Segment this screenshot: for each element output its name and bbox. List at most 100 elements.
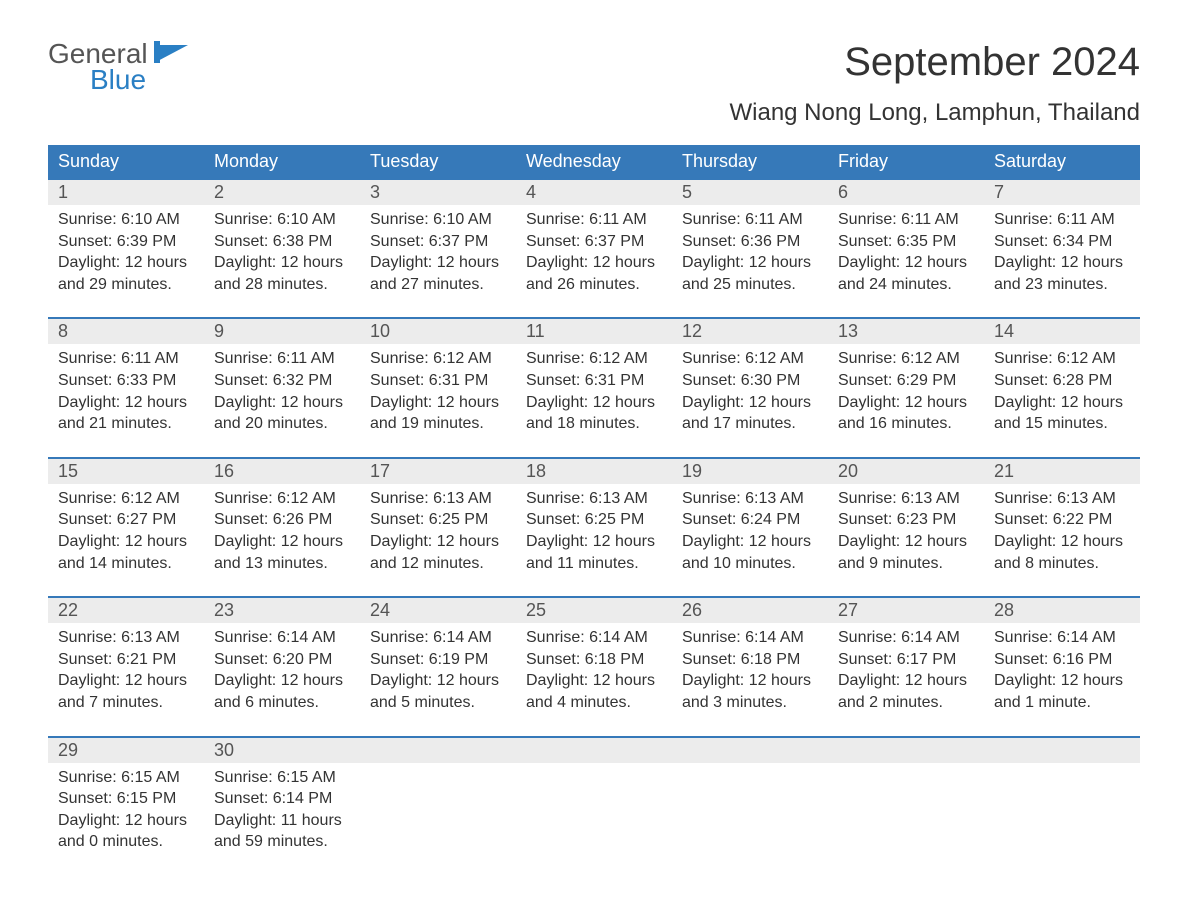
daylight-text-2: and 3 minutes. (682, 692, 818, 714)
sunrise-text: Sunrise: 6:11 AM (526, 209, 662, 231)
day-number: 9 (204, 319, 360, 344)
daylight-text-1: Daylight: 12 hours (838, 670, 974, 692)
day-number: 1 (48, 180, 204, 205)
daylight-text-2: and 24 minutes. (838, 274, 974, 296)
daylight-text-1: Daylight: 12 hours (58, 810, 194, 832)
day-cell: Sunrise: 6:13 AMSunset: 6:21 PMDaylight:… (48, 623, 204, 715)
daylight-text-1: Daylight: 12 hours (526, 670, 662, 692)
day-cell (828, 763, 984, 855)
dow-friday: Friday (828, 145, 984, 178)
daylight-text-1: Daylight: 12 hours (682, 392, 818, 414)
dow-saturday: Saturday (984, 145, 1140, 178)
day-number: 14 (984, 319, 1140, 344)
week-row: 15161718192021Sunrise: 6:12 AMSunset: 6:… (48, 457, 1140, 576)
day-cell: Sunrise: 6:11 AMSunset: 6:33 PMDaylight:… (48, 344, 204, 436)
daylight-text-1: Daylight: 12 hours (682, 531, 818, 553)
sunset-text: Sunset: 6:18 PM (682, 649, 818, 671)
daylight-text-2: and 13 minutes. (214, 553, 350, 575)
day-cell: Sunrise: 6:10 AMSunset: 6:39 PMDaylight:… (48, 205, 204, 297)
sunset-text: Sunset: 6:35 PM (838, 231, 974, 253)
sunrise-text: Sunrise: 6:12 AM (58, 488, 194, 510)
sunrise-text: Sunrise: 6:14 AM (526, 627, 662, 649)
sunrise-text: Sunrise: 6:11 AM (994, 209, 1130, 231)
daylight-text-1: Daylight: 12 hours (214, 392, 350, 414)
day-cell: Sunrise: 6:14 AMSunset: 6:18 PMDaylight:… (516, 623, 672, 715)
sunset-text: Sunset: 6:37 PM (370, 231, 506, 253)
day-cell: Sunrise: 6:15 AMSunset: 6:15 PMDaylight:… (48, 763, 204, 855)
sunset-text: Sunset: 6:34 PM (994, 231, 1130, 253)
week-row: 1234567Sunrise: 6:10 AMSunset: 6:39 PMDa… (48, 178, 1140, 297)
daylight-text-1: Daylight: 12 hours (214, 252, 350, 274)
day-number: 2 (204, 180, 360, 205)
daylight-text-1: Daylight: 12 hours (58, 670, 194, 692)
flag-icon (154, 40, 188, 68)
dow-sunday: Sunday (48, 145, 204, 178)
sunset-text: Sunset: 6:23 PM (838, 509, 974, 531)
day-cell: Sunrise: 6:11 AMSunset: 6:37 PMDaylight:… (516, 205, 672, 297)
logo: General Blue (48, 40, 188, 94)
daylight-text-1: Daylight: 12 hours (214, 531, 350, 553)
sunrise-text: Sunrise: 6:15 AM (214, 767, 350, 789)
day-cell (516, 763, 672, 855)
daylight-text-2: and 25 minutes. (682, 274, 818, 296)
sunset-text: Sunset: 6:18 PM (526, 649, 662, 671)
day-number: 26 (672, 598, 828, 623)
daylight-text-2: and 5 minutes. (370, 692, 506, 714)
daylight-text-1: Daylight: 12 hours (58, 392, 194, 414)
sunrise-text: Sunrise: 6:14 AM (370, 627, 506, 649)
sunrise-text: Sunrise: 6:10 AM (370, 209, 506, 231)
daylight-text-1: Daylight: 12 hours (682, 252, 818, 274)
sunset-text: Sunset: 6:20 PM (214, 649, 350, 671)
day-number (516, 738, 672, 763)
week-row: 891011121314Sunrise: 6:11 AMSunset: 6:33… (48, 317, 1140, 436)
day-cell: Sunrise: 6:11 AMSunset: 6:32 PMDaylight:… (204, 344, 360, 436)
day-cell: Sunrise: 6:12 AMSunset: 6:28 PMDaylight:… (984, 344, 1140, 436)
day-number (828, 738, 984, 763)
daylight-text-2: and 23 minutes. (994, 274, 1130, 296)
sunset-text: Sunset: 6:37 PM (526, 231, 662, 253)
day-cell: Sunrise: 6:11 AMSunset: 6:35 PMDaylight:… (828, 205, 984, 297)
daylight-text-2: and 14 minutes. (58, 553, 194, 575)
sunrise-text: Sunrise: 6:12 AM (682, 348, 818, 370)
location: Wiang Nong Long, Lamphun, Thailand (729, 99, 1140, 127)
day-number: 12 (672, 319, 828, 344)
sunrise-text: Sunrise: 6:12 AM (526, 348, 662, 370)
day-cell: Sunrise: 6:11 AMSunset: 6:34 PMDaylight:… (984, 205, 1140, 297)
header: General Blue September 2024 Wiang Nong L… (48, 40, 1140, 127)
daylight-text-2: and 28 minutes. (214, 274, 350, 296)
daylight-text-2: and 1 minute. (994, 692, 1130, 714)
sunrise-text: Sunrise: 6:14 AM (994, 627, 1130, 649)
daylight-text-1: Daylight: 12 hours (526, 531, 662, 553)
daylight-text-2: and 9 minutes. (838, 553, 974, 575)
day-cell: Sunrise: 6:13 AMSunset: 6:24 PMDaylight:… (672, 484, 828, 576)
day-cell: Sunrise: 6:15 AMSunset: 6:14 PMDaylight:… (204, 763, 360, 855)
day-cell: Sunrise: 6:11 AMSunset: 6:36 PMDaylight:… (672, 205, 828, 297)
sunset-text: Sunset: 6:32 PM (214, 370, 350, 392)
day-number: 10 (360, 319, 516, 344)
sunset-text: Sunset: 6:30 PM (682, 370, 818, 392)
week-row: 22232425262728Sunrise: 6:13 AMSunset: 6:… (48, 596, 1140, 715)
calendar: Sunday Monday Tuesday Wednesday Thursday… (48, 145, 1140, 855)
day-number (672, 738, 828, 763)
daylight-text-2: and 6 minutes. (214, 692, 350, 714)
day-number: 20 (828, 459, 984, 484)
day-number: 15 (48, 459, 204, 484)
daylight-text-1: Daylight: 12 hours (838, 392, 974, 414)
daylight-text-1: Daylight: 12 hours (682, 670, 818, 692)
day-number-row: 15161718192021 (48, 459, 1140, 484)
daylight-text-1: Daylight: 12 hours (838, 252, 974, 274)
day-number: 19 (672, 459, 828, 484)
day-cell: Sunrise: 6:12 AMSunset: 6:26 PMDaylight:… (204, 484, 360, 576)
day-number (984, 738, 1140, 763)
sunset-text: Sunset: 6:17 PM (838, 649, 974, 671)
daylight-text-2: and 18 minutes. (526, 413, 662, 435)
daylight-text-2: and 8 minutes. (994, 553, 1130, 575)
page-title: September 2024 (729, 40, 1140, 85)
dow-wednesday: Wednesday (516, 145, 672, 178)
day-cell: Sunrise: 6:10 AMSunset: 6:37 PMDaylight:… (360, 205, 516, 297)
day-cell: Sunrise: 6:13 AMSunset: 6:25 PMDaylight:… (360, 484, 516, 576)
sunset-text: Sunset: 6:24 PM (682, 509, 818, 531)
day-number: 5 (672, 180, 828, 205)
sunset-text: Sunset: 6:19 PM (370, 649, 506, 671)
sunrise-text: Sunrise: 6:11 AM (838, 209, 974, 231)
